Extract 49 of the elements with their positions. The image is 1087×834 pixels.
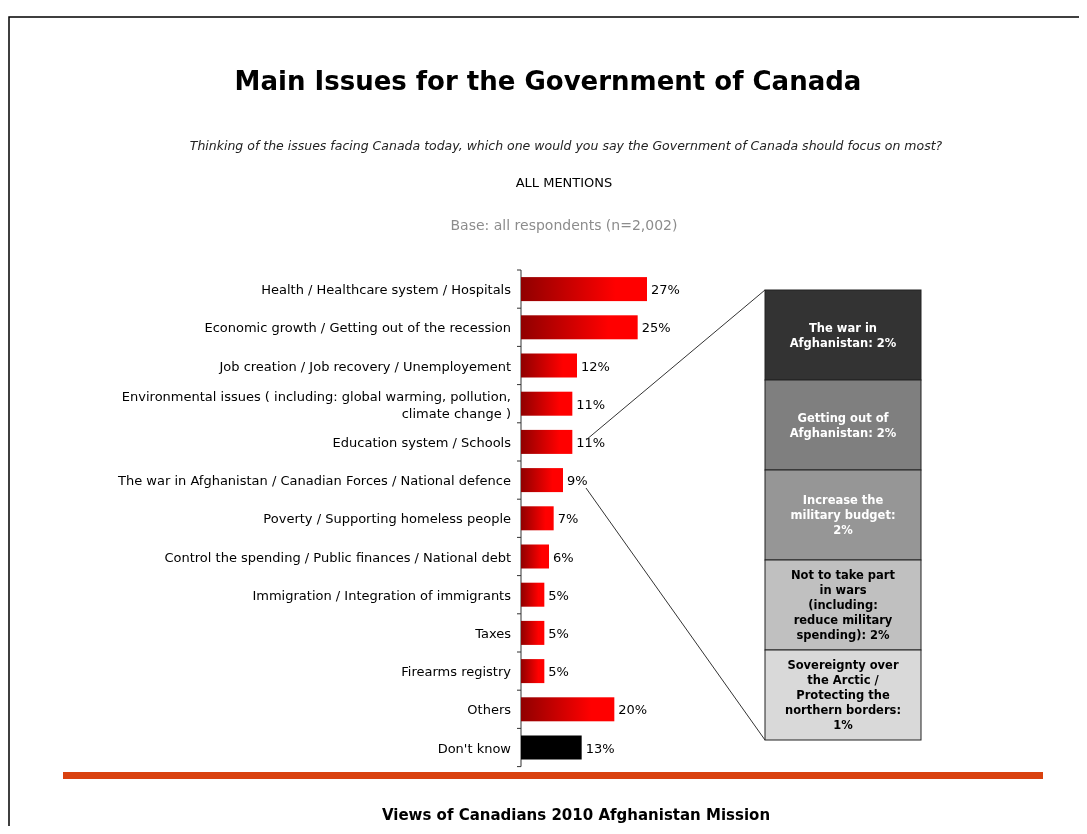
data-label: 13% [585, 740, 615, 756]
y-tick-label: Don't know [437, 740, 512, 756]
y-tick-label: Firearms registry [401, 664, 512, 680]
data-label: 5% [548, 587, 569, 603]
data-label: 25% [641, 320, 671, 336]
bar [521, 506, 554, 531]
bar [521, 582, 545, 607]
bar [521, 620, 545, 645]
y-tick-label: Others [467, 702, 512, 718]
y-tick-label: Health / Healthcare system / Hospitals [261, 282, 512, 298]
data-label: 27% [651, 282, 680, 298]
data-label: 5% [548, 625, 569, 641]
y-tick-label: Economic growth / Getting out of the recession [204, 320, 511, 336]
text: Getting out of Afghanistan: 2% [789, 410, 897, 440]
y-tick-label: Control the spending / Public finances / National debt [164, 549, 511, 565]
y-tick-label: Job creation / Job recovery / Unemployement [218, 358, 511, 374]
data-label: 20% [618, 702, 648, 718]
bar [521, 353, 577, 378]
data-label: 11% [576, 396, 606, 412]
bar [521, 468, 563, 493]
data-label: 9% [567, 473, 588, 489]
bar [521, 391, 573, 416]
bar [521, 429, 573, 454]
text: ALL MENTIONS [515, 175, 613, 190]
data-label: 5% [548, 664, 569, 680]
bar [521, 697, 615, 722]
data-label: 6% [553, 549, 574, 565]
y-tick-label: Education system / Schools [332, 434, 512, 450]
chart-title: Main Issues for the Government of Canada [234, 66, 862, 96]
bar [521, 735, 582, 760]
text: Not to take part in wars (including: reduce military spending): 2% [791, 568, 896, 642]
data-label: 11% [576, 434, 606, 450]
text: Sovereignty over the Arctic / Protecting the northern borders: 1% [784, 658, 902, 732]
y-tick-label: Taxes [474, 625, 512, 641]
chart-subtitle: Thinking of the issues facing Canada today, which one would you say the Government of Canada should focus on most? [189, 138, 943, 153]
bar [521, 544, 549, 569]
text: Views of Canadians 2010 Afghanistan Mission [381, 806, 771, 824]
bar [521, 315, 638, 340]
bar [521, 277, 647, 302]
y-tick-label: Poverty / Supporting homeless people [263, 511, 511, 527]
data-label: 12% [581, 358, 610, 374]
data-label: 7% [557, 511, 579, 527]
y-tick-label: The war in Afghanistan / Canadian Forces / National defence [117, 473, 511, 489]
bar [521, 659, 545, 684]
text: The war in Afghanistan: 2% [789, 320, 897, 350]
y-tick-label: Immigration / Integration of immigrants [252, 587, 512, 603]
text: Increase the military budget: 2% [790, 493, 896, 537]
y-tick-label: Environmental issues ( including: global warming, pollution, climate change ) [121, 388, 511, 421]
text: Base: all respondents (n=2,002) [450, 217, 678, 233]
